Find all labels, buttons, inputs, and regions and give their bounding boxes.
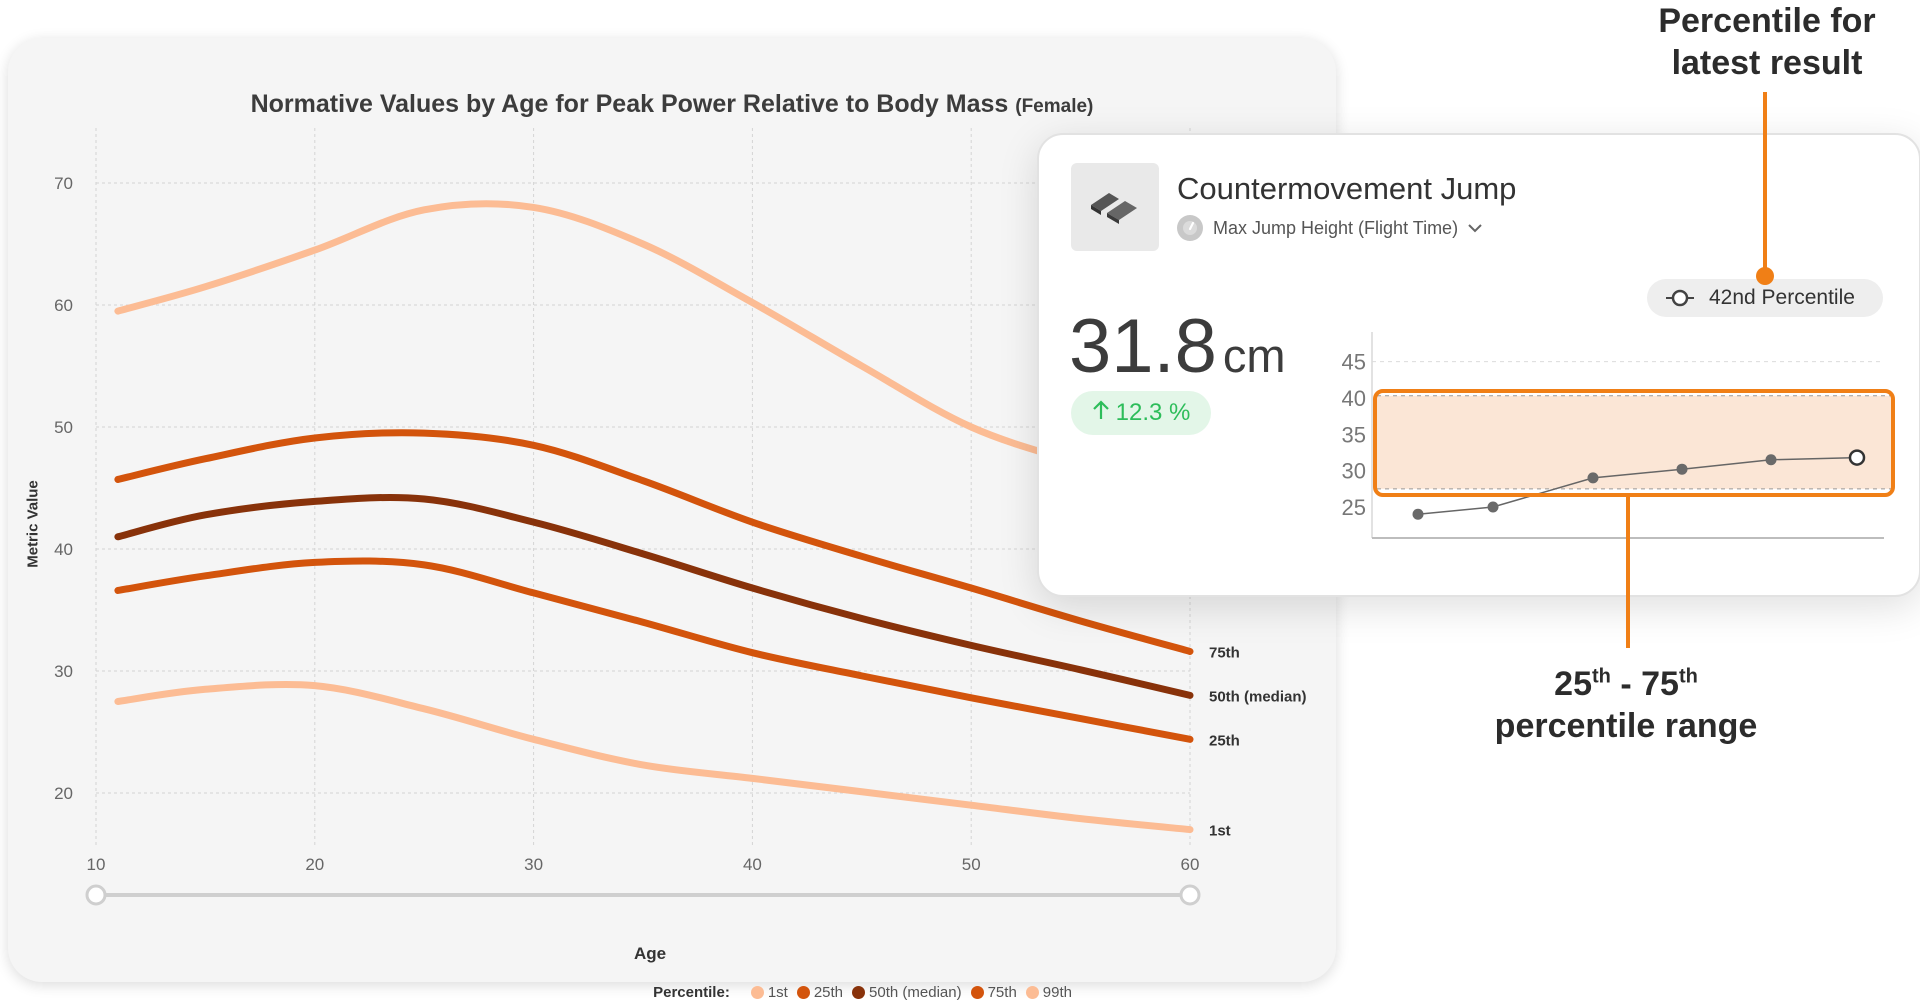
force-plates-icon bbox=[1071, 163, 1159, 251]
x-tick-label: 50 bbox=[962, 855, 981, 874]
change-badge: 12.3 % bbox=[1071, 391, 1211, 435]
mini-data-point[interactable] bbox=[1765, 454, 1777, 466]
mini-data-point[interactable] bbox=[1676, 463, 1688, 475]
arrow-up-icon bbox=[1092, 399, 1110, 428]
result-card: Countermovement Jump Max Jump Height (Fl… bbox=[1037, 133, 1920, 597]
range-slider-handle-max[interactable] bbox=[1179, 884, 1201, 906]
y-tick-label: 70 bbox=[54, 174, 73, 193]
percentile-badge: 42nd Percentile bbox=[1647, 279, 1883, 317]
range-highlight-box bbox=[1373, 389, 1895, 497]
series-line-99th[interactable] bbox=[114, 200, 1194, 498]
chevron-down-icon[interactable] bbox=[1466, 218, 1484, 239]
y-tick-label: 20 bbox=[54, 784, 73, 803]
annotation-range: 25th - 75th percentile range bbox=[1494, 665, 1758, 746]
series-line-50th[interactable] bbox=[114, 494, 1194, 699]
test-name: Countermovement Jump bbox=[1177, 171, 1517, 206]
range-slider-handle-min[interactable] bbox=[85, 884, 107, 906]
mini-data-point[interactable] bbox=[1487, 501, 1499, 513]
y-tick-label: 60 bbox=[54, 296, 73, 315]
annotation-percentile: Percentile for latest result bbox=[1658, 2, 1876, 82]
mini-y-tick-label: 45 bbox=[1342, 350, 1366, 375]
percentile-value: 42nd Percentile bbox=[1709, 286, 1855, 309]
gauge-icon bbox=[1177, 215, 1203, 241]
mini-trend-line bbox=[1417, 456, 1858, 516]
result-value: 31.8 cm bbox=[1069, 303, 1286, 390]
series-end-label: 25th bbox=[1209, 732, 1240, 749]
series-end-label: 1st bbox=[1209, 823, 1231, 840]
result-unit: cm bbox=[1222, 329, 1286, 382]
series-line-1st[interactable] bbox=[114, 680, 1194, 834]
chart-subtitle: (Female) bbox=[1015, 96, 1094, 117]
x-tick-label: 20 bbox=[305, 855, 324, 874]
series-end-label: 75th bbox=[1209, 644, 1240, 661]
series-line-25th[interactable] bbox=[114, 557, 1194, 743]
mini-y-tick-label: 35 bbox=[1342, 422, 1366, 447]
y-tick-label: 50 bbox=[54, 418, 73, 437]
x-tick-label: 30 bbox=[524, 855, 543, 874]
percentile-band bbox=[1377, 395, 1891, 489]
mini-y-tick-label: 30 bbox=[1342, 459, 1366, 484]
y-tick-label: 40 bbox=[54, 540, 73, 559]
mini-y-tick-label: 40 bbox=[1342, 386, 1366, 411]
mini-data-point[interactable] bbox=[1412, 508, 1424, 520]
series-end-label: 50th (median) bbox=[1209, 688, 1307, 705]
mini-data-point[interactable] bbox=[1587, 472, 1599, 484]
target-circle-icon bbox=[1665, 288, 1695, 308]
x-axis-label: Age bbox=[633, 944, 667, 963]
mini-y-tick-label: 25 bbox=[1342, 495, 1366, 520]
metric-name: Max Jump Height (Flight Time) bbox=[1213, 217, 1459, 238]
latest-result-point[interactable] bbox=[1848, 449, 1866, 466]
chart-title: Normative Values by Age for Peak Power R… bbox=[250, 90, 1094, 118]
x-tick-label: 10 bbox=[87, 855, 106, 874]
series-line-75th[interactable] bbox=[114, 429, 1194, 655]
y-tick-label: 30 bbox=[54, 662, 73, 681]
x-tick-label: 60 bbox=[1181, 855, 1200, 874]
metric-selector[interactable]: Max Jump Height (Flight Time) bbox=[1177, 215, 1484, 241]
change-value: 12.3 % bbox=[1115, 399, 1191, 426]
result-number: 31.8 bbox=[1069, 304, 1217, 389]
x-tick-label: 40 bbox=[743, 855, 762, 874]
